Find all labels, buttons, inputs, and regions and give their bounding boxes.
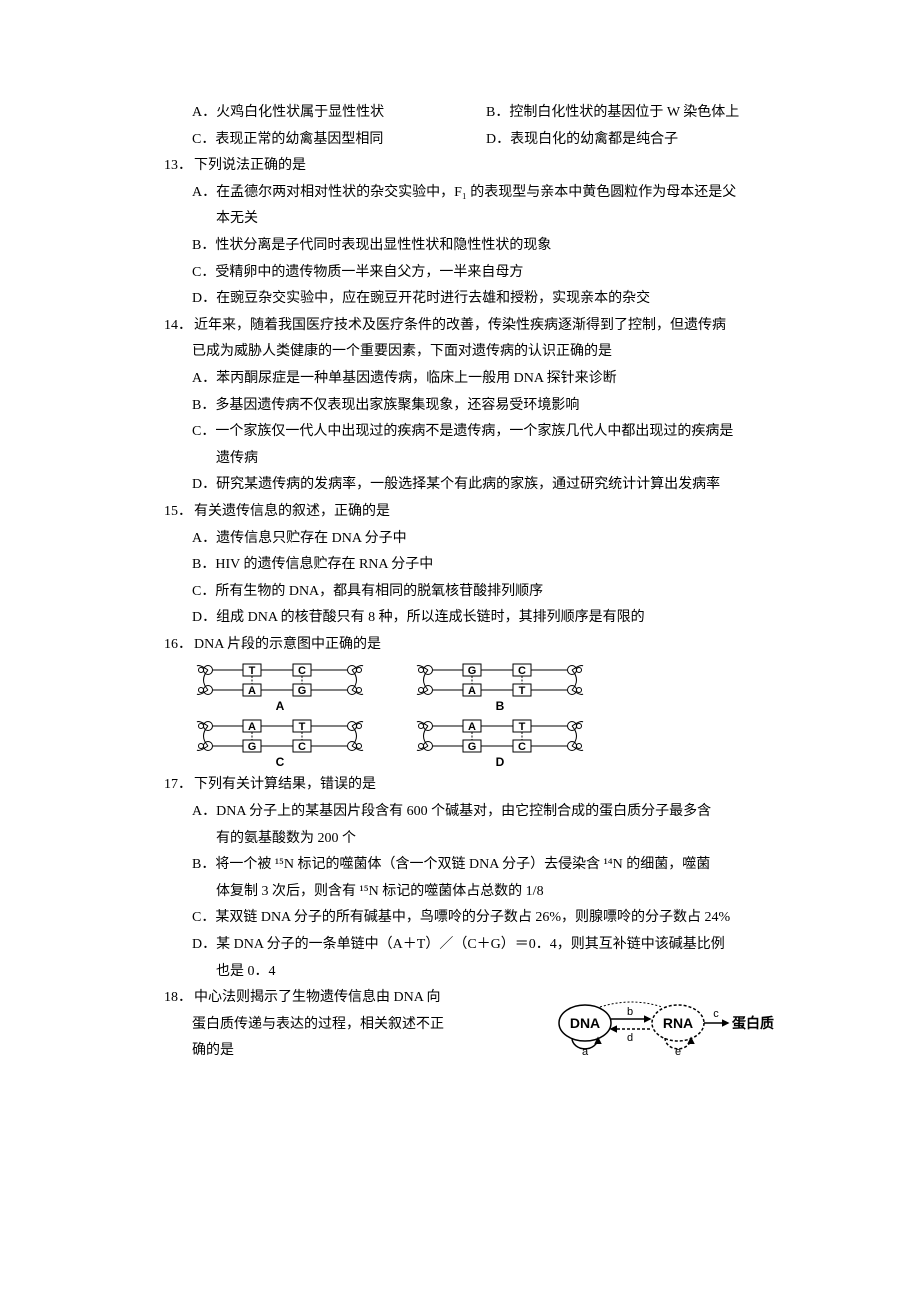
q14-stem1: 14．近年来，随着我国医疗技术及医疗条件的改善，传染性疾病逐渐得到了控制，但遗传… [140, 313, 780, 340]
svg-text:蛋白质: 蛋白质 [732, 1015, 774, 1032]
svg-text:T: T [249, 665, 256, 677]
q15-b: B．HIV 的遗传信息贮存在 RNA 分子中 [140, 552, 780, 579]
q15-c: C．所有生物的 DNA，都具有相同的脱氧核苷酸排列顺序 [140, 579, 780, 606]
svg-text:D: D [496, 755, 505, 769]
svg-text:b: b [627, 1006, 633, 1018]
svg-text:C: C [518, 741, 526, 753]
q13-c: C．受精卵中的遗传物质一半来自父方，一半来自母方 [140, 260, 780, 287]
svg-text:RNA: RNA [663, 1015, 693, 1031]
svg-text:e: e [675, 1046, 681, 1055]
svg-text:C: C [298, 741, 306, 753]
q16-stem-text: DNA 片段的示意图中正确的是 [194, 637, 381, 652]
q14-stem2: 已成为威胁人类健康的一个重要因素，下面对遗传病的认识正确的是 [140, 339, 780, 366]
q13-stem: 13．下列说法正确的是 [140, 153, 780, 180]
svg-text:c: c [713, 1008, 719, 1020]
q15-stem-text: 有关遗传信息的叙述，正确的是 [194, 504, 390, 519]
q18-line2: 蛋白质传递与表达的过程，相关叙述不正 [140, 1012, 542, 1039]
q18-num: 18． [164, 985, 194, 1012]
q17-stem: 17．下列有关计算结果，错误的是 [140, 772, 780, 799]
q13-a1: A．在孟德尔两对相对性状的杂交实验中，F₁ 的表现型与亲本中黄色圆粒作为母本还是… [140, 180, 780, 207]
pre-opts-row1: A．火鸡白化性状属于显性性状 B．控制白化性状的基因位于 W 染色体上 [140, 100, 780, 127]
q18-line3: 确的是 [140, 1038, 542, 1065]
q18-line1: 18．中心法则揭示了生物遗传信息由 DNA 向 [140, 985, 542, 1012]
q13-b: B．性状分离是子代同时表现出显性性状和隐性性状的现象 [140, 233, 780, 260]
q14-c1: C．一个家族仅一代人中出现过的疾病不是遗传病，一个家族几代人中都出现过的疾病是 [140, 419, 780, 446]
q14-stem1-text: 近年来，随着我国医疗技术及医疗条件的改善，传染性疾病逐渐得到了控制，但遗传病 [194, 318, 726, 333]
q14-c2: 遗传病 [140, 446, 780, 473]
svg-text:C: C [518, 665, 526, 677]
svg-text:a: a [582, 1046, 589, 1055]
svg-text:A: A [248, 685, 256, 697]
q18-text: 18．中心法则揭示了生物遗传信息由 DNA 向 蛋白质传递与表达的过程，相关叙述… [140, 985, 550, 1065]
q14-num: 14． [164, 313, 194, 340]
q15-stem: 15．有关遗传信息的叙述，正确的是 [140, 499, 780, 526]
q13-stem-text: 下列说法正确的是 [194, 158, 306, 173]
q17-stem-text: 下列有关计算结果，错误的是 [194, 777, 376, 792]
q14-a: A．苯丙酮尿症是一种单基因遗传病，临床上一般用 DNA 探针来诊断 [140, 366, 780, 393]
svg-text:A: A [468, 721, 476, 733]
q13-a2: 本无关 [140, 206, 780, 233]
q17-num: 17． [164, 772, 194, 799]
q13-num: 13． [164, 153, 194, 180]
svg-text:DNA: DNA [570, 1015, 600, 1031]
q16-svg: TCAGAGCATBATGCCATGCD [192, 660, 632, 780]
q15-d: D．组成 DNA 的核苷酸只有 8 种，所以连成长链时，其排列顺序是有限的 [140, 605, 780, 632]
pre-opts-row2: C．表现正常的幼禽基因型相同 D．表现白化的幼禽都是纯合子 [140, 127, 780, 154]
q15-num: 15． [164, 499, 194, 526]
q17-c: C．某双链 DNA 分子的所有碱基中，鸟嘌呤的分子数占 26%，则腺嘌呤的分子数… [140, 905, 780, 932]
pre-opt-c: C．表现正常的幼禽基因型相同 [192, 127, 486, 154]
svg-text:T: T [299, 721, 306, 733]
q17-a2: 有的氨基酸数为 200 个 [140, 826, 780, 853]
svg-text:A: A [276, 699, 285, 713]
svg-text:B: B [496, 699, 505, 713]
q14-d: D．研究某遗传病的发病率，一般选择某个有此病的家族，通过研究统计计算出发病率 [140, 472, 780, 499]
svg-text:G: G [248, 741, 257, 753]
q18-svg: DNA RNA 蛋白质 b d c a e [550, 985, 780, 1055]
pre-opt-a: A．火鸡白化性状属于显性性状 [192, 100, 486, 127]
svg-text:A: A [248, 721, 256, 733]
svg-text:G: G [468, 741, 477, 753]
q16-diagram: TCAGAGCATBATGCCATGCD [140, 660, 780, 780]
svg-text:d: d [627, 1032, 633, 1044]
q17-d1: D．某 DNA 分子的一条单链中（A＋T）／（C＋G）＝0．4，则其互补链中该碱… [140, 932, 780, 959]
svg-text:G: G [468, 665, 477, 677]
svg-text:C: C [276, 755, 285, 769]
q16-stem: 16．DNA 片段的示意图中正确的是 [140, 632, 780, 659]
q17-b2: 体复制 3 次后，则含有 ¹⁵N 标记的噬菌体占总数的 1/8 [140, 879, 780, 906]
q17-d2: 也是 0．4 [140, 959, 780, 986]
q16-num: 16． [164, 632, 194, 659]
q17-a1: A．DNA 分子上的某基因片段含有 600 个碱基对，由它控制合成的蛋白质分子最… [140, 799, 780, 826]
svg-text:T: T [519, 685, 526, 697]
q14-b: B．多基因遗传病不仅表现出家族聚集现象，还容易受环境影响 [140, 393, 780, 420]
q18-wrap: 18．中心法则揭示了生物遗传信息由 DNA 向 蛋白质传递与表达的过程，相关叙述… [140, 985, 780, 1065]
q13-d: D．在豌豆杂交实验中，应在豌豆开花时进行去雄和授粉，实现亲本的杂交 [140, 286, 780, 313]
q18-diagram: DNA RNA 蛋白质 b d c a e [550, 985, 780, 1055]
svg-text:C: C [298, 665, 306, 677]
svg-text:T: T [519, 721, 526, 733]
q18-line1-text: 中心法则揭示了生物遗传信息由 DNA 向 [194, 990, 441, 1005]
svg-text:G: G [298, 685, 307, 697]
q17-b1: B．将一个被 ¹⁵N 标记的噬菌体（含一个双链 DNA 分子）去侵染含 ¹⁴N … [140, 852, 780, 879]
q15-a: A．遗传信息只贮存在 DNA 分子中 [140, 526, 780, 553]
pre-opt-b: B．控制白化性状的基因位于 W 染色体上 [486, 100, 780, 127]
pre-opt-d: D．表现白化的幼禽都是纯合子 [486, 127, 780, 154]
svg-text:A: A [468, 685, 476, 697]
